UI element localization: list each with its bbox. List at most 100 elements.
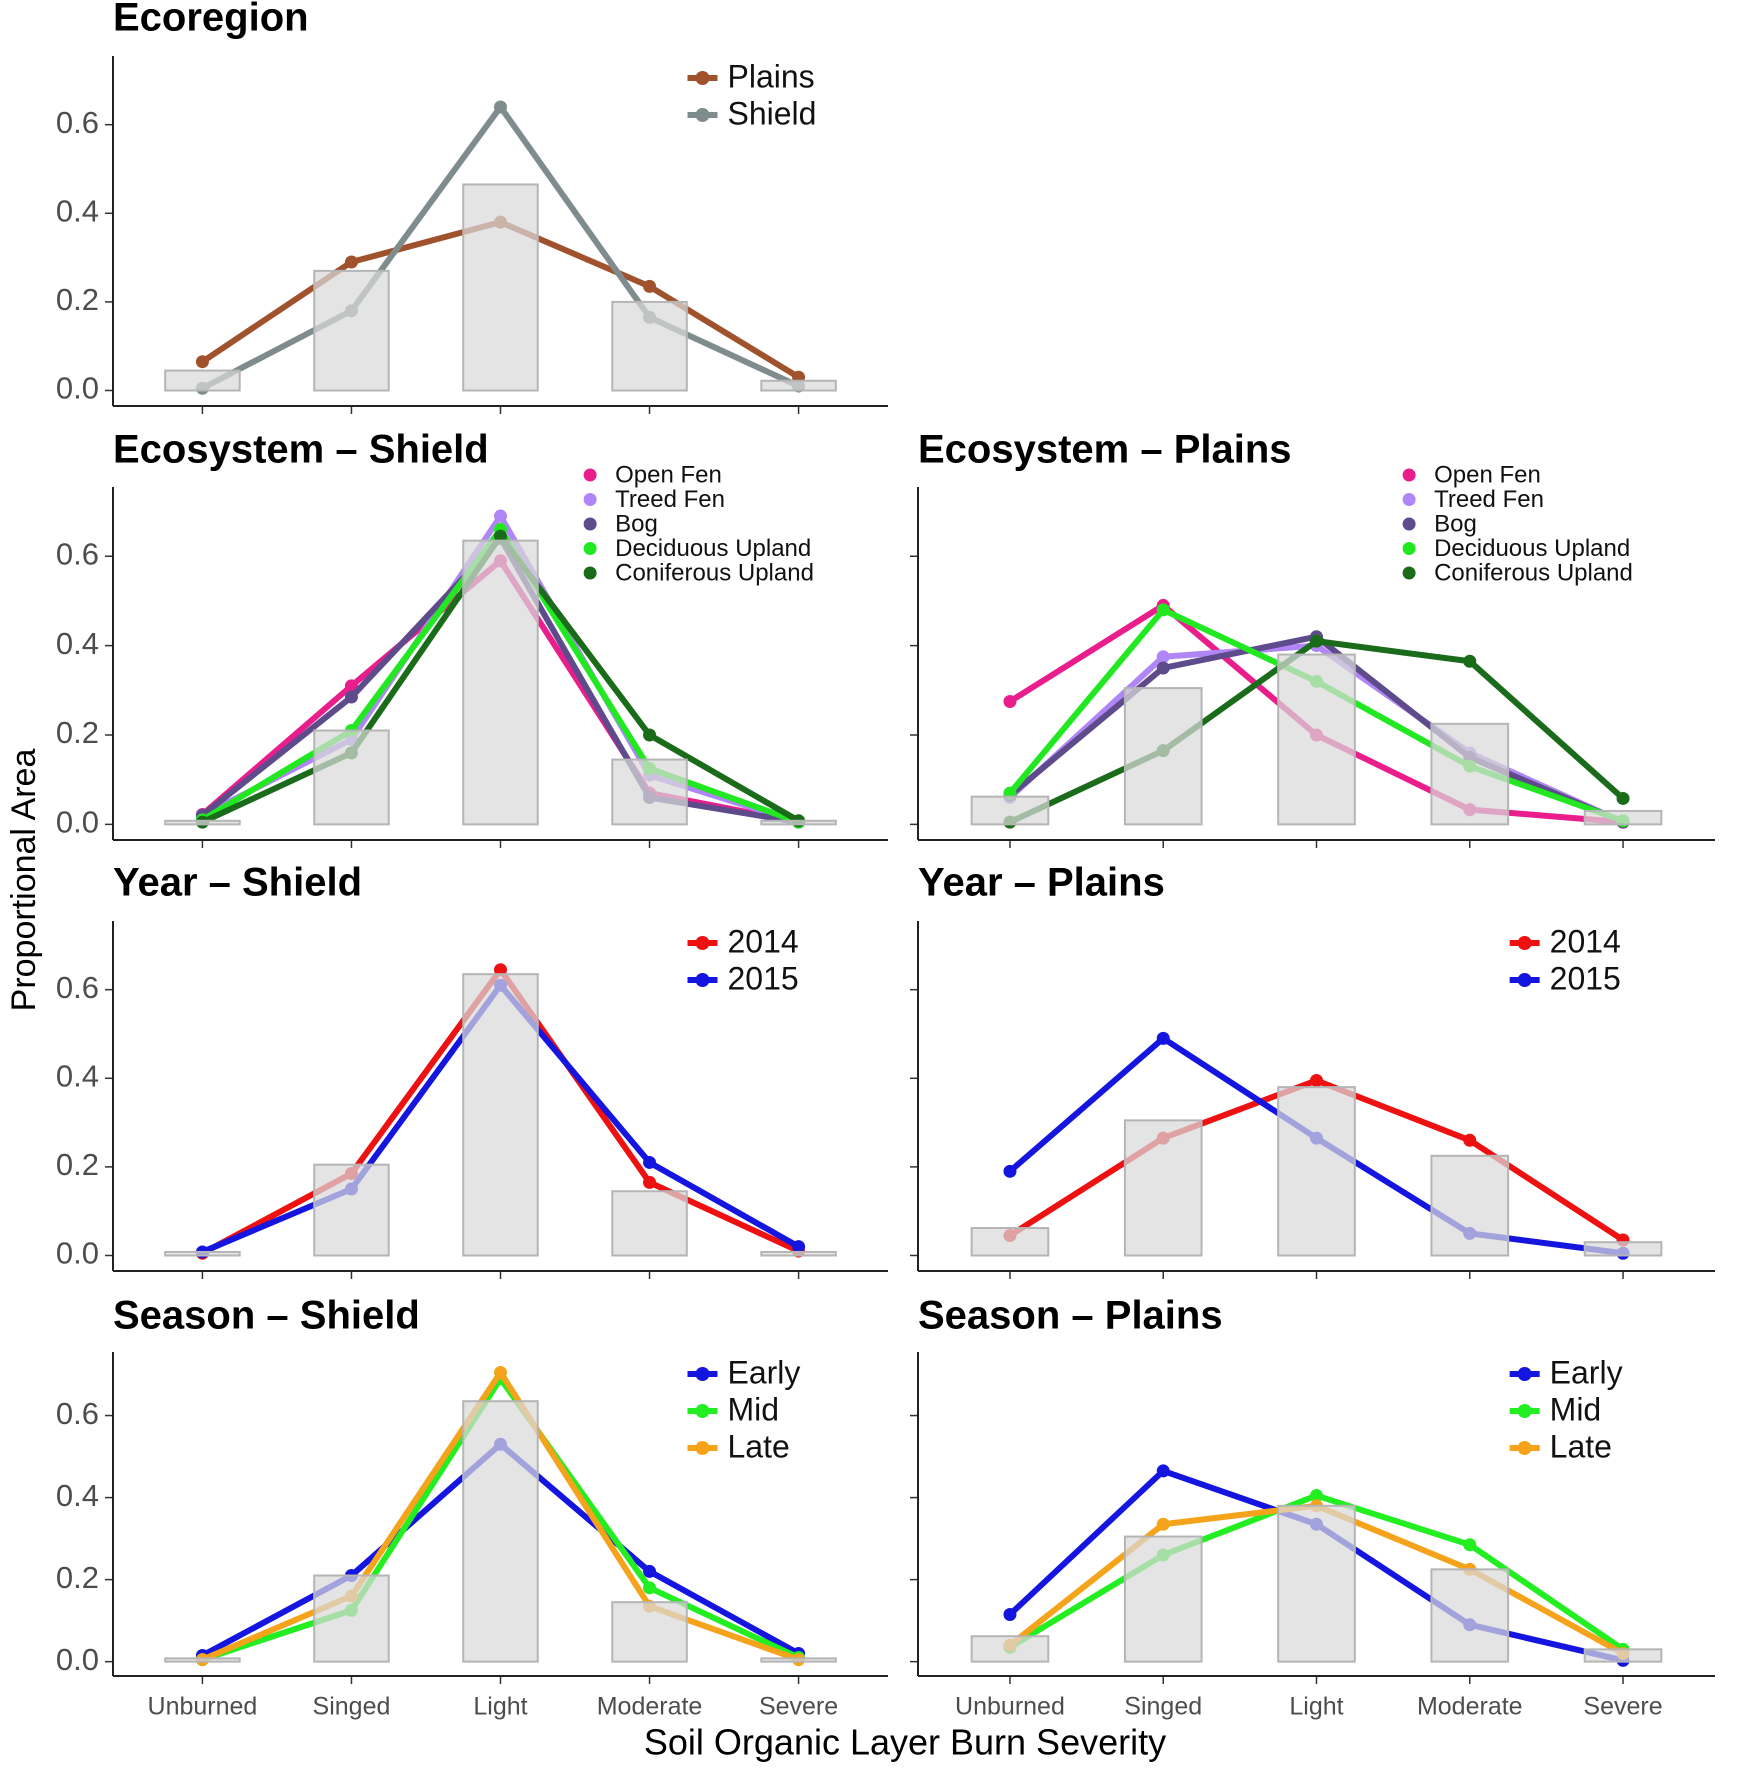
- y-tick-label: 0.6: [56, 536, 99, 571]
- y-tick-label: 0.4: [56, 626, 99, 661]
- legend-label: Late: [728, 1428, 790, 1464]
- legend-label: Open Fen: [1434, 461, 1541, 488]
- x-tick-label: Light: [473, 1693, 527, 1721]
- point: [1616, 791, 1630, 805]
- point: [195, 355, 209, 369]
- legend-label: 2014: [1550, 923, 1621, 959]
- point: [494, 100, 507, 114]
- x-axis-label: Soil Organic Layer Burn Severity: [644, 1722, 1166, 1763]
- bar: [760, 1250, 837, 1257]
- legend-key: [583, 542, 597, 555]
- point: [1463, 1538, 1477, 1552]
- legend-label: Mid: [1550, 1391, 1602, 1427]
- legend-key: [1402, 566, 1416, 580]
- bar: [611, 1601, 688, 1663]
- panel-title: Ecosystem – Shield: [113, 428, 489, 472]
- panel-title: Year – Shield: [113, 861, 362, 905]
- y-tick-label: 0.0: [56, 805, 99, 840]
- bar: [164, 819, 241, 826]
- point: [1463, 1133, 1477, 1147]
- panel-title: Ecosystem – Plains: [918, 428, 1292, 472]
- y-tick-label: 0.0: [56, 371, 99, 406]
- point: [1310, 634, 1323, 648]
- y-tick-label: 0.6: [56, 970, 99, 1005]
- legend-key: [1517, 1404, 1532, 1418]
- point: [1156, 661, 1170, 675]
- point: [1156, 603, 1170, 617]
- y-tick-label: 0.6: [56, 105, 99, 140]
- bar: [970, 1635, 1050, 1663]
- point: [1003, 1607, 1017, 1621]
- legend-key: [695, 936, 710, 950]
- bar: [760, 819, 837, 826]
- point: [494, 509, 507, 523]
- legend-key: [583, 566, 597, 580]
- legend-key: [695, 1367, 710, 1381]
- legend-key: [695, 71, 710, 85]
- point: [1156, 1464, 1170, 1478]
- legend-key: [1517, 936, 1532, 950]
- legend-label: Early: [728, 1354, 801, 1390]
- bar: [1430, 1568, 1510, 1663]
- legend-label: Bog: [1434, 510, 1477, 537]
- panel-title: Ecoregion: [113, 0, 309, 40]
- legend-key: [583, 468, 597, 482]
- bar: [1430, 722, 1510, 826]
- legend-key: [695, 108, 710, 122]
- x-tick-label: Unburned: [148, 1693, 258, 1721]
- legend-key: [583, 493, 597, 506]
- point: [792, 1240, 806, 1254]
- bar: [313, 1574, 390, 1663]
- bar: [1277, 1504, 1356, 1663]
- y-tick-label: 0.2: [56, 1147, 99, 1182]
- bar: [164, 1250, 241, 1257]
- bar: [611, 1190, 688, 1257]
- bar: [313, 1163, 390, 1257]
- y-tick-label: 0.2: [56, 1560, 99, 1595]
- x-tick-label: Light: [1289, 1693, 1343, 1721]
- legend-label: Open Fen: [615, 461, 722, 488]
- point: [643, 1155, 657, 1169]
- bar: [462, 973, 539, 1257]
- legend-label: Shield: [728, 95, 817, 131]
- y-tick-label: 0.0: [56, 1642, 99, 1677]
- bar: [313, 729, 390, 826]
- x-tick-label: Severe: [1583, 1693, 1662, 1721]
- legend-key: [695, 1441, 710, 1455]
- point: [344, 255, 358, 269]
- point: [1003, 1164, 1017, 1178]
- x-tick-label: Unburned: [955, 1693, 1065, 1721]
- legend-label: 2015: [1550, 960, 1621, 996]
- x-tick-label: Singed: [1124, 1693, 1202, 1721]
- point: [494, 963, 507, 977]
- bar: [1123, 687, 1203, 826]
- legend-key: [695, 973, 710, 987]
- x-tick-label: Severe: [759, 1693, 838, 1721]
- point: [1156, 650, 1170, 664]
- bar: [611, 758, 688, 826]
- legend-label: 2014: [728, 923, 799, 959]
- point: [1156, 1517, 1170, 1531]
- legend-key: [1402, 493, 1416, 506]
- legend-label: Treed Fen: [1434, 486, 1544, 513]
- bar: [313, 269, 390, 392]
- y-tick-label: 0.2: [56, 715, 99, 750]
- point: [643, 1175, 657, 1189]
- legend-key: [1402, 542, 1416, 555]
- y-tick-label: 0.4: [56, 1478, 99, 1513]
- point: [1156, 1031, 1170, 1045]
- legend-key: [695, 1404, 710, 1418]
- y-tick-label: 0.4: [56, 193, 99, 228]
- bar: [462, 1400, 539, 1663]
- bar: [611, 300, 688, 392]
- panel-title: Year – Plains: [918, 861, 1165, 905]
- y-tick-label: 0.0: [56, 1236, 99, 1271]
- y-tick-label: 0.6: [56, 1396, 99, 1431]
- bar: [760, 1657, 837, 1663]
- legend-label: Late: [1550, 1428, 1612, 1464]
- point: [494, 1366, 507, 1380]
- bar: [1277, 653, 1356, 826]
- bar: [1583, 1648, 1663, 1663]
- bar: [760, 379, 837, 392]
